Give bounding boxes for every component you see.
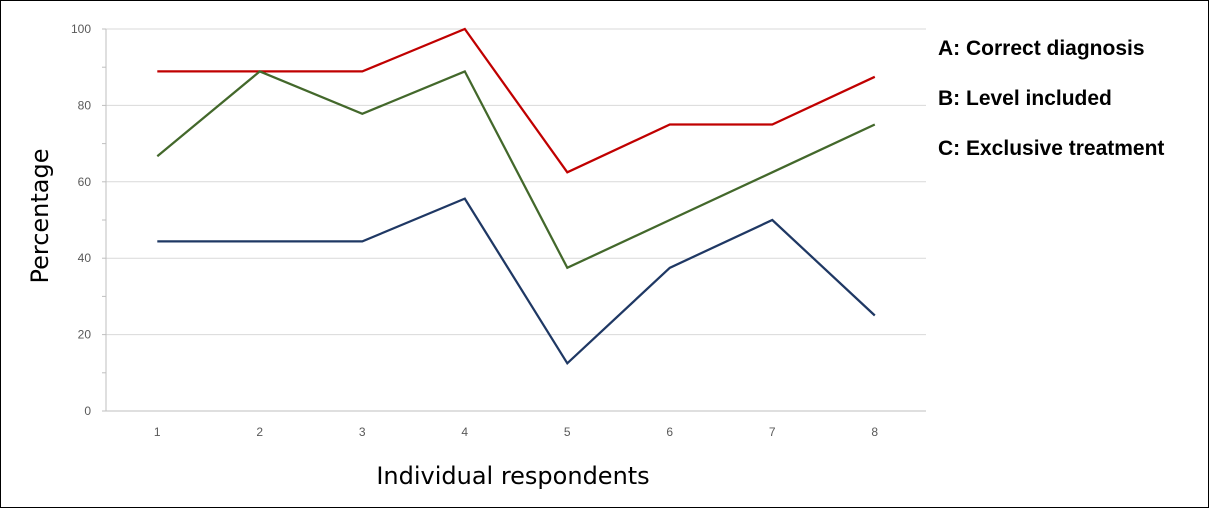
gridlines	[106, 28, 926, 336]
x-tick-label: 3	[359, 425, 366, 439]
x-tick-label: 1	[154, 425, 161, 439]
axes	[102, 28, 926, 412]
series-line-c	[157, 197, 876, 366]
x-tick-label: 6	[666, 425, 673, 439]
x-tick-label: 8	[871, 425, 878, 439]
legend-label-a: A: Correct diagnosis	[938, 37, 1145, 60]
y-tick-label: 40	[78, 251, 92, 265]
x-axis-title: Individual respondents	[376, 462, 649, 490]
y-tick-label: 60	[78, 175, 92, 189]
x-tick-label: 2	[256, 425, 263, 439]
y-tick-labels: 0 20 40 60 80 100	[71, 22, 91, 418]
series-line-b	[156, 69, 876, 270]
y-tick-label: 80	[78, 98, 92, 112]
series-line-a	[157, 27, 876, 174]
y-tick-label: 0	[84, 404, 91, 418]
legend-label-b: B: Level included	[938, 87, 1112, 110]
legend-label-c: C: Exclusive treatment	[938, 137, 1164, 160]
legend: A: Correct diagnosis B: Level included C…	[938, 37, 1164, 160]
series-lines	[156, 27, 876, 366]
y-tick-label: 100	[71, 22, 91, 36]
x-tick-label: 7	[769, 425, 776, 439]
x-tick-labels: 1 2 3 4 5 6 7 8	[154, 425, 879, 439]
x-tick-label: 5	[564, 425, 571, 439]
y-tick-label: 20	[78, 328, 92, 342]
y-axis-title: Percentage	[26, 148, 54, 283]
x-tick-label: 4	[461, 425, 468, 439]
